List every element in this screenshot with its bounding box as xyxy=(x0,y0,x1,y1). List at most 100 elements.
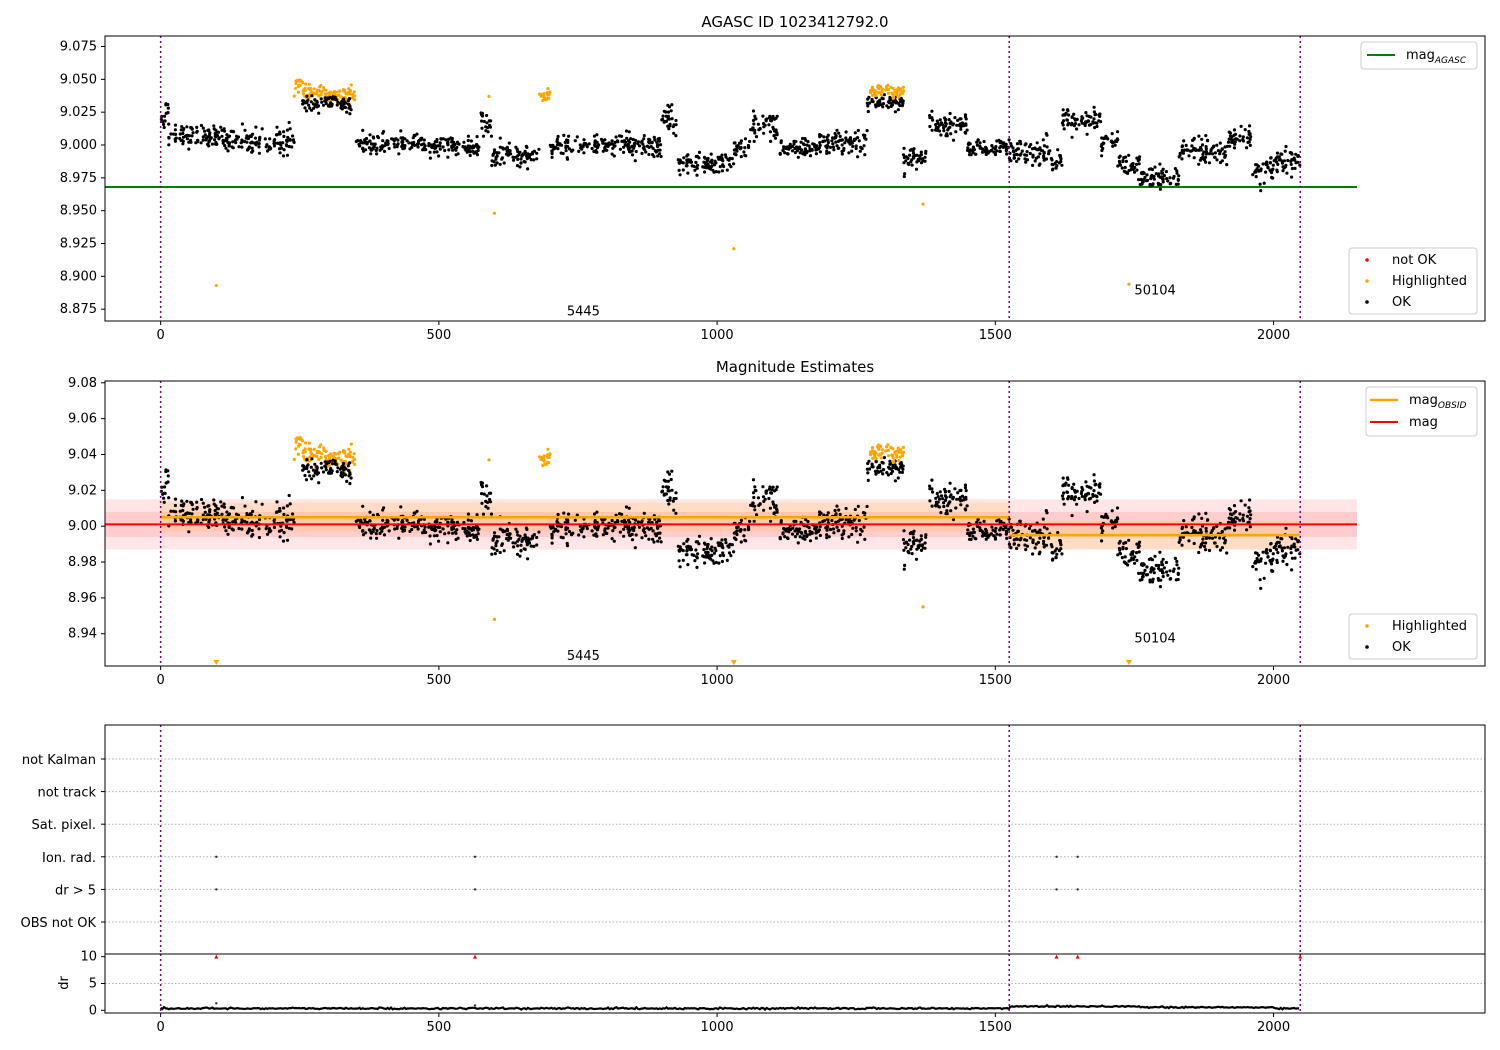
ok-point xyxy=(1207,161,1212,165)
ok-point xyxy=(775,114,779,118)
ok-point xyxy=(1050,158,1054,162)
ok-point xyxy=(424,148,428,152)
ok-point xyxy=(904,159,908,163)
ok-point xyxy=(208,132,212,136)
ok-point xyxy=(662,492,667,496)
ok-point xyxy=(948,111,952,116)
ok-point xyxy=(1060,163,1064,167)
ok-point xyxy=(658,536,662,540)
ok-point xyxy=(1023,157,1027,161)
ok-point xyxy=(769,139,773,143)
ok-point xyxy=(371,135,375,139)
ok-point xyxy=(631,137,635,142)
ok-point xyxy=(751,126,755,130)
ok-point xyxy=(1015,159,1019,163)
ok-point xyxy=(906,156,910,160)
ok-point xyxy=(1184,143,1188,147)
ok-point xyxy=(221,141,225,145)
highlighted-point xyxy=(492,211,497,215)
ok-point xyxy=(285,538,290,542)
legend-highlighted-marker xyxy=(1365,279,1369,283)
ok-point xyxy=(446,140,450,144)
ok-point xyxy=(312,474,316,478)
ok-point xyxy=(666,110,671,114)
ok-point xyxy=(1028,536,1032,540)
highlighted-point xyxy=(870,450,874,454)
ok-point xyxy=(212,124,216,128)
ok-point xyxy=(813,526,817,530)
ok-point xyxy=(611,146,615,150)
offscale-marker xyxy=(213,660,220,665)
ok-point xyxy=(963,115,968,119)
ok-point xyxy=(480,492,484,496)
ok-point xyxy=(1204,526,1208,531)
ok-point xyxy=(1044,132,1048,136)
ok-point xyxy=(793,151,798,155)
ok-point xyxy=(1135,168,1139,172)
ok-point xyxy=(329,471,334,475)
ok-point xyxy=(161,120,165,124)
ok-point xyxy=(225,133,229,137)
ok-point xyxy=(250,146,254,150)
ok-point xyxy=(561,151,565,156)
ok-point xyxy=(678,565,682,569)
ok-point xyxy=(466,518,470,522)
ok-point xyxy=(856,128,860,133)
dr-axis-label: dr xyxy=(57,976,72,990)
ok-point xyxy=(201,513,205,517)
ok-point xyxy=(850,532,854,537)
ok-point xyxy=(190,134,194,138)
ok-point xyxy=(822,139,827,143)
ok-point xyxy=(231,528,235,532)
highlighted-point xyxy=(292,94,296,98)
ok-point xyxy=(674,118,678,123)
ok-point xyxy=(1180,148,1184,153)
ok-point xyxy=(343,473,347,477)
ok-point xyxy=(489,512,494,516)
ok-point xyxy=(826,133,830,137)
ok-point xyxy=(909,160,913,164)
ok-point xyxy=(764,489,768,494)
ok-point xyxy=(1141,574,1145,579)
ok-point xyxy=(769,519,773,523)
ok-point xyxy=(902,541,907,545)
ok-point xyxy=(618,512,622,516)
ok-point xyxy=(1093,126,1097,130)
ok-point xyxy=(288,502,292,506)
ok-point xyxy=(920,543,925,547)
ok-point xyxy=(616,140,620,144)
ok-point xyxy=(278,506,282,511)
ok-point xyxy=(511,158,516,162)
ok-point xyxy=(717,170,721,174)
ok-point xyxy=(1097,119,1101,123)
ok-point xyxy=(854,526,858,530)
ok-point xyxy=(331,97,335,101)
ok-point xyxy=(367,146,371,150)
flag-label: Ion. rad. xyxy=(42,851,96,866)
ok-point xyxy=(908,148,912,152)
ok-point xyxy=(221,518,225,522)
ok-point xyxy=(292,140,296,144)
ok-point xyxy=(630,538,635,542)
highlighted-point xyxy=(541,98,545,103)
ok-point xyxy=(338,101,342,105)
ok-point xyxy=(278,151,282,155)
ok-point xyxy=(441,145,445,149)
ok-point xyxy=(573,139,577,143)
ok-point xyxy=(1209,148,1213,152)
highlighted-point xyxy=(889,445,893,450)
ok-point xyxy=(1223,527,1227,531)
highlighted-point xyxy=(886,87,891,91)
ok-point xyxy=(1220,546,1224,550)
ok-point xyxy=(1266,165,1270,169)
ok-point xyxy=(825,528,829,532)
ok-point xyxy=(660,117,665,121)
ok-point xyxy=(354,519,358,524)
ok-point xyxy=(502,549,506,553)
ok-point xyxy=(752,519,756,523)
ok-point xyxy=(250,140,254,144)
ok-point xyxy=(1118,552,1122,556)
ok-point xyxy=(1248,525,1252,529)
ok-point xyxy=(1060,494,1065,498)
